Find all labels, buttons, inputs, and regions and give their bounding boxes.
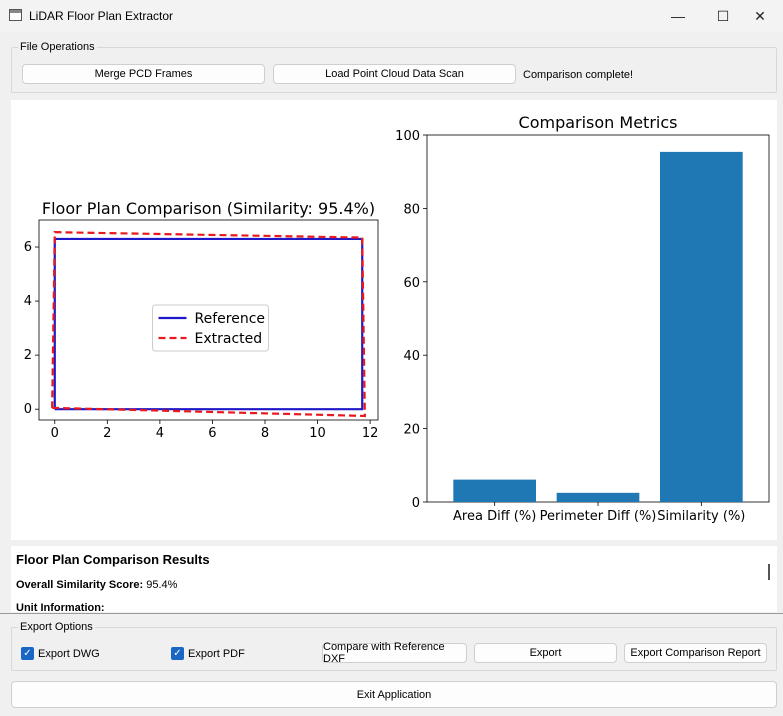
export-pdf-checkbox[interactable]: ✓	[171, 647, 184, 660]
metrics-chart-title: Comparison Metrics	[519, 113, 678, 132]
divider	[0, 613, 783, 614]
close-button[interactable]: ✕	[754, 7, 766, 24]
x-tick-label: Perimeter Diff (%)	[540, 509, 657, 524]
x-tick-label: 2	[103, 426, 111, 441]
y-tick-label: 0	[412, 496, 420, 511]
y-tick-label: 80	[403, 202, 420, 217]
minimize-button[interactable]: —	[671, 8, 685, 24]
results-heading: Floor Plan Comparison Results	[16, 552, 210, 567]
y-tick-label: 4	[24, 294, 32, 309]
metric-bar	[660, 151, 743, 502]
x-tick-label: 6	[208, 426, 216, 441]
legend-label: Extracted	[195, 331, 263, 347]
title-bar: LiDAR Floor Plan Extractor — ☐ ✕	[0, 0, 783, 32]
similarity-score-line: Overall Similarity Score: 95.4%	[16, 579, 177, 591]
metric-bar	[453, 479, 536, 502]
window-title: LiDAR Floor Plan Extractor	[29, 9, 174, 23]
export-dwg-checkbox[interactable]: ✓	[21, 647, 34, 660]
results-panel[interactable]: Floor Plan Comparison Results Overall Si…	[11, 546, 777, 612]
export-options-group: Export Options	[11, 621, 777, 671]
export-options-title: Export Options	[18, 621, 95, 633]
merge-pcd-frames-button[interactable]: Merge PCD Frames	[22, 64, 265, 84]
legend-label: Reference	[195, 311, 266, 327]
y-tick-label: 60	[403, 276, 420, 291]
y-tick-label: 40	[403, 349, 420, 364]
metric-bar	[556, 492, 640, 502]
plot-svg: Floor Plan Comparison (Similarity: 95.4%…	[24, 113, 770, 524]
y-tick-label: 0	[24, 402, 32, 417]
y-tick-label: 6	[24, 240, 32, 255]
plan-legend	[152, 304, 269, 352]
x-tick-label: Similarity (%)	[657, 509, 745, 524]
file-operations-group: File Operations	[11, 41, 777, 93]
y-tick-label: 100	[395, 129, 420, 144]
x-tick-label: 0	[51, 426, 59, 441]
x-tick-label: Area Diff (%)	[453, 509, 536, 524]
export-button[interactable]: Export	[474, 643, 617, 663]
export-dwg-label: Export DWG	[38, 648, 100, 660]
load-point-cloud-button[interactable]: Load Point Cloud Data Scan	[273, 64, 516, 84]
plot-canvas: Floor Plan Comparison (Similarity: 95.4%…	[11, 100, 777, 540]
results-scrollbar[interactable]	[768, 564, 770, 580]
x-tick-label: 4	[156, 426, 164, 441]
similarity-score-label: Overall Similarity Score:	[16, 579, 144, 591]
maximize-button[interactable]: ☐	[716, 7, 730, 24]
similarity-score-value: 95.4%	[146, 579, 178, 591]
x-tick-label: 8	[261, 426, 269, 441]
x-tick-label: 10	[309, 426, 326, 441]
unit-information-label: Unit Information:	[16, 602, 105, 612]
exit-application-button[interactable]: Exit Application	[11, 681, 777, 708]
compare-reference-dxf-button[interactable]: Compare with Reference DXF	[322, 641, 467, 665]
x-tick-label: 12	[362, 426, 379, 441]
plan-chart-title: Floor Plan Comparison (Similarity: 95.4%…	[42, 199, 375, 218]
app-icon	[9, 9, 22, 21]
status-text: Comparison complete!	[523, 69, 634, 81]
export-comparison-report-button[interactable]: Export Comparison Report	[624, 643, 767, 663]
y-tick-label: 20	[403, 423, 420, 438]
y-tick-label: 2	[24, 348, 32, 363]
export-pdf-label: Export PDF	[188, 648, 245, 660]
file-operations-title: File Operations	[18, 41, 97, 53]
